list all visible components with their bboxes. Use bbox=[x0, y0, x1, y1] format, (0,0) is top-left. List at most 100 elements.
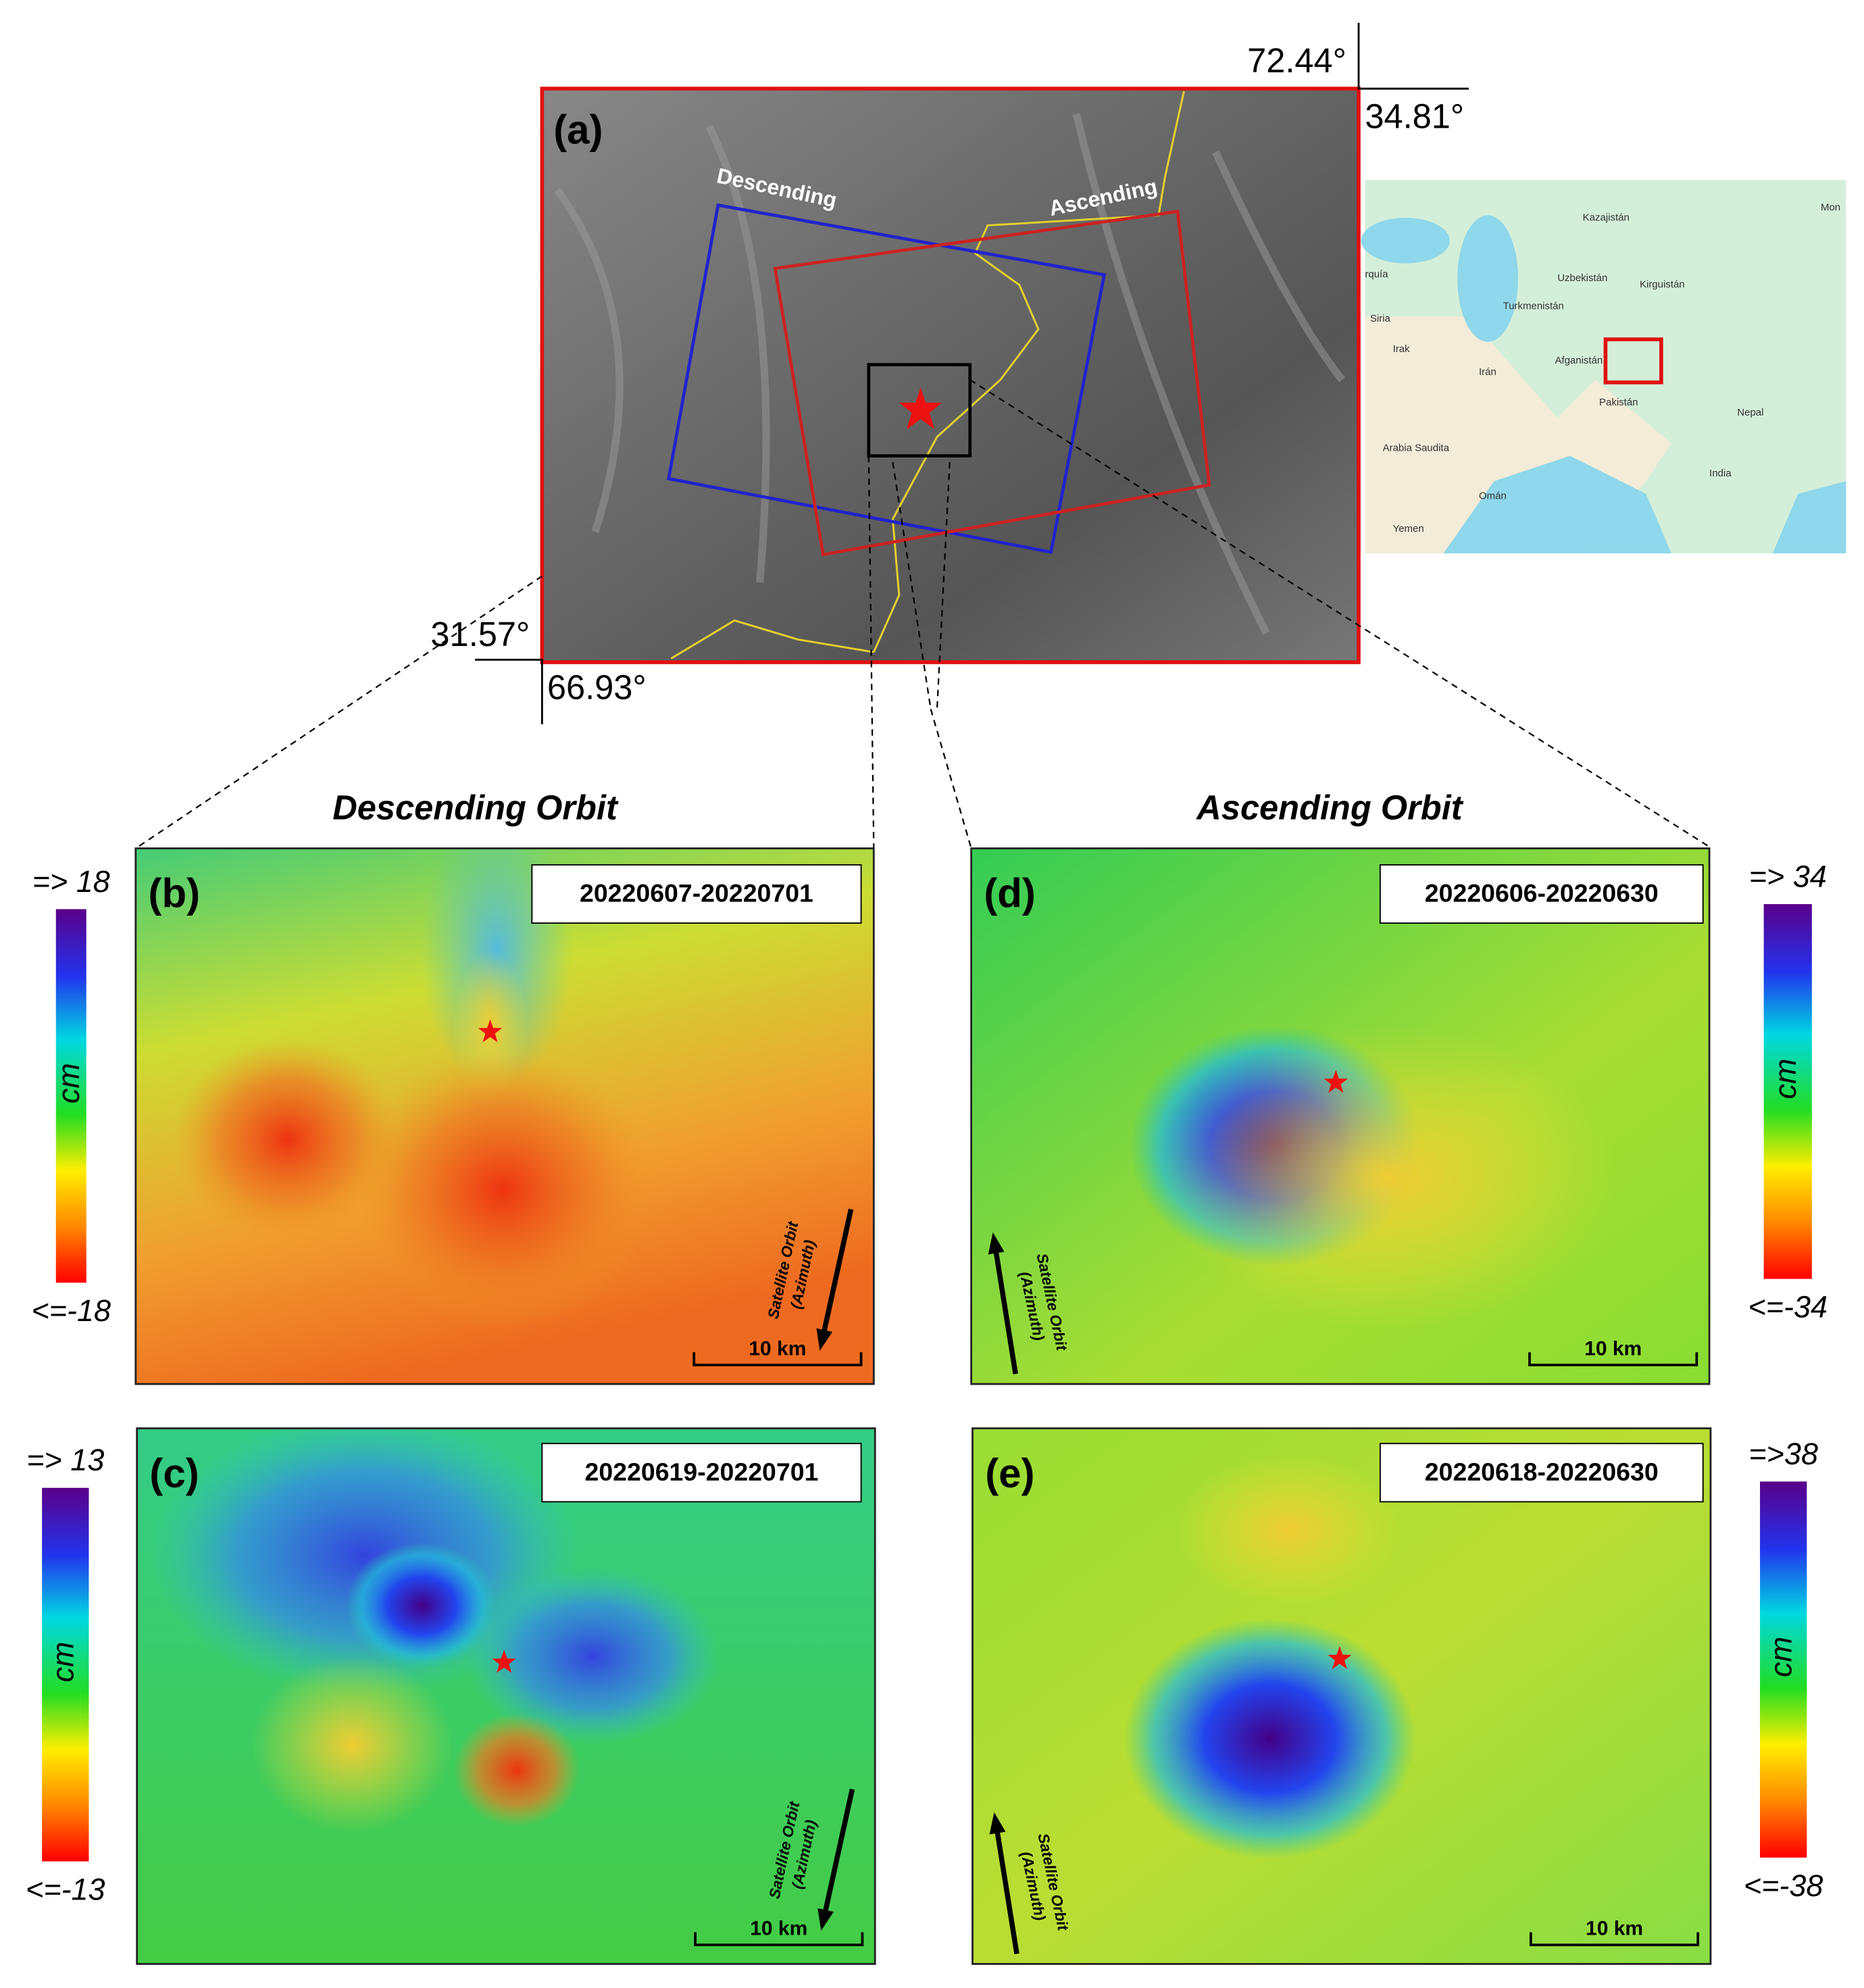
place-label: Nepal bbox=[1737, 407, 1763, 418]
arrow-head bbox=[989, 1812, 1006, 1835]
place-label: Irak bbox=[1393, 343, 1410, 355]
scale-bar bbox=[692, 1352, 863, 1366]
place-label: rquía bbox=[1365, 269, 1388, 280]
region-box bbox=[1603, 337, 1663, 384]
date-label: 20220618-20220630 bbox=[1425, 1458, 1659, 1486]
epicenter bbox=[1324, 1070, 1349, 1093]
place-label: Uzbekistán bbox=[1557, 272, 1607, 284]
coord-label: 34.81° bbox=[1365, 97, 1464, 136]
place-label: Yemen bbox=[1393, 523, 1424, 535]
epicenter bbox=[1328, 1646, 1352, 1669]
deformation-lobe bbox=[251, 1656, 454, 1834]
colorbar-min: <=-38 bbox=[1744, 1868, 1823, 1903]
colorbar bbox=[1763, 903, 1812, 1279]
colorbar bbox=[42, 1487, 89, 1862]
colorbar-min: <=-13 bbox=[26, 1872, 105, 1906]
colorbar-max: =>38 bbox=[1748, 1437, 1818, 1471]
place-label: Afganistán bbox=[1555, 355, 1603, 366]
zoom-line bbox=[135, 379, 1713, 849]
scale-label: 10 km bbox=[1584, 1337, 1642, 1360]
colorbar-unit: cm bbox=[51, 1063, 86, 1103]
date-label: 20220606-20220630 bbox=[1425, 879, 1659, 908]
heading: Ascending Orbit bbox=[1195, 789, 1464, 827]
water bbox=[1361, 218, 1450, 264]
arrow-head bbox=[988, 1232, 1005, 1255]
scale-bar bbox=[1528, 1352, 1698, 1366]
water bbox=[1457, 215, 1519, 342]
place-label: Turkmenistán bbox=[1503, 300, 1564, 312]
deformation-lobe bbox=[453, 1713, 580, 1828]
colorbar-unit: cm bbox=[46, 1641, 80, 1682]
date-label: 20220607-20220701 bbox=[580, 879, 813, 908]
arrow-head bbox=[816, 1328, 833, 1351]
place-label: Mon bbox=[1821, 201, 1840, 213]
study-area bbox=[867, 363, 972, 457]
coord-tick bbox=[475, 22, 1469, 724]
date-box bbox=[1379, 1443, 1704, 1503]
panel-label: (e) bbox=[985, 1451, 1034, 1496]
colorbar-unit: cm bbox=[1764, 1637, 1798, 1677]
deformation-lobe bbox=[174, 1038, 402, 1241]
epicenter bbox=[478, 1019, 503, 1043]
place-label: Siria bbox=[1370, 313, 1391, 324]
heading: Descending Orbit bbox=[332, 789, 619, 827]
orbit-arrow bbox=[820, 1208, 854, 1337]
place-label: Pakistán bbox=[1599, 397, 1638, 408]
orbit-arrow bbox=[992, 1247, 1018, 1374]
satellite-image bbox=[542, 89, 1359, 663]
frame bbox=[540, 86, 1361, 664]
place-label: Kirguistán bbox=[1640, 279, 1685, 291]
place-label: Arabia Saudita bbox=[1383, 442, 1450, 453]
frame bbox=[972, 1427, 1712, 1965]
place-label: Omán bbox=[1479, 491, 1507, 502]
frame bbox=[134, 847, 875, 1385]
date-label: 20220619-20220701 bbox=[584, 1458, 818, 1486]
place-label: Irán bbox=[1479, 366, 1496, 378]
scale-label: 10 km bbox=[750, 1918, 807, 1940]
colorbar bbox=[1760, 1481, 1807, 1858]
scale-label: 10 km bbox=[1586, 1918, 1643, 1940]
orbit-arrow bbox=[994, 1827, 1019, 1954]
border bbox=[670, 91, 1185, 660]
deformation-lobe bbox=[1175, 1453, 1403, 1606]
panel-label: (c) bbox=[149, 1451, 199, 1496]
frame bbox=[136, 1427, 876, 1965]
deformation-lobe bbox=[465, 1567, 720, 1745]
epicenter bbox=[899, 387, 942, 430]
colorbar-min: <=-18 bbox=[31, 1293, 111, 1328]
epicenter bbox=[492, 1649, 516, 1673]
orbit-arrow bbox=[822, 1788, 855, 1916]
overview-map: (a) Descending Ascending 72.44° 34.81° 3… bbox=[135, 22, 1713, 849]
date-box bbox=[531, 864, 862, 924]
deformation-lobe bbox=[345, 1542, 498, 1669]
panel-label: (d) bbox=[984, 871, 1036, 916]
place-label: India bbox=[1709, 468, 1732, 479]
interferogram bbox=[972, 1428, 1711, 1964]
colorbar-max: => 34 bbox=[1749, 859, 1827, 893]
scale-label: 10 km bbox=[749, 1337, 806, 1360]
date-box bbox=[541, 1443, 862, 1503]
deformation-lobe bbox=[351, 1051, 655, 1330]
scale-bar bbox=[694, 1932, 864, 1947]
scale-bar bbox=[1529, 1932, 1700, 1947]
water bbox=[1443, 455, 1846, 553]
colorbar-min: <=-34 bbox=[1748, 1289, 1828, 1324]
coord-label: 72.44° bbox=[1247, 41, 1346, 80]
coord-label: 31.57° bbox=[430, 615, 530, 653]
colorbar-unit: cm bbox=[1768, 1059, 1803, 1099]
panel-label: (b) bbox=[149, 871, 201, 916]
arrow-head bbox=[817, 1908, 834, 1931]
panel-label: (a) bbox=[553, 107, 603, 153]
coord-label: 66.93° bbox=[547, 668, 647, 707]
colorbar-max: => 18 bbox=[32, 864, 110, 899]
colorbar bbox=[55, 909, 86, 1283]
place-label: Kazajistán bbox=[1583, 212, 1630, 223]
terrain bbox=[554, 113, 1346, 635]
colorbar-max: => 13 bbox=[26, 1443, 104, 1477]
